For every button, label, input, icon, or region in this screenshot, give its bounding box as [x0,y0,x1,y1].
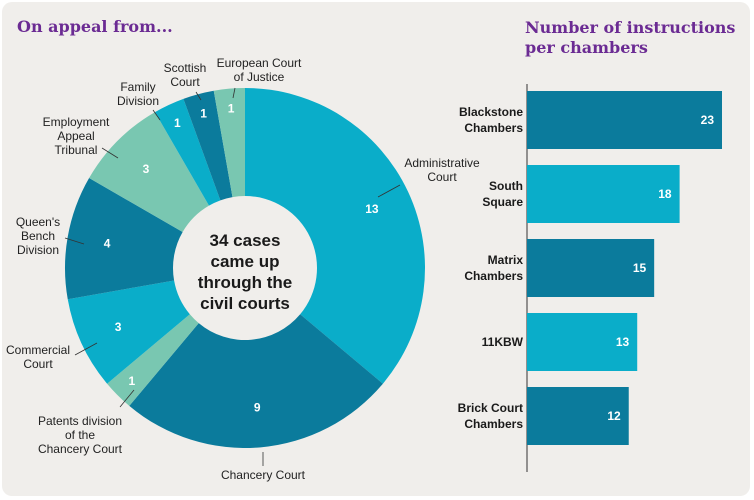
donut-title: On appeal from... [17,17,173,36]
leader-line-queen-s-bench-division [64,237,85,245]
slice-value-queen-s-bench-division: 4 [104,237,111,251]
bar-brick-court-chambers [527,387,629,445]
bar-matrix-chambers [527,239,655,297]
leader-line-administrative-court [377,184,401,198]
slice-european-court-of-justice [213,88,245,198]
slice-label-family-division: Family Division [117,80,159,108]
bar-label-11kbw: 11KBW [482,335,524,349]
bar-label-matrix-chambers: Matrix Chambers [464,253,523,283]
bar-south-square [527,165,680,223]
slice-chancery-court [129,314,383,448]
slice-family-division [155,98,221,206]
leader-line-patents-division-of-the-chancery-court [119,389,135,408]
slice-label-scottish-court: Scottish Court [164,61,207,89]
slice-value-chancery-court: 9 [254,400,261,414]
slice-queen-s-bench-division [64,178,183,300]
slice-employment-appeal-tribunal [89,112,209,232]
slice-patents-division-of-the-chancery-court [107,314,199,406]
bar-value-brick-court-chambers: 12 [607,409,621,423]
leader-line-european-court-of-justice [232,87,236,99]
slice-label-queen-s-bench-division: Queen's Bench Division [16,215,60,257]
bar-11kbw [527,313,638,371]
slice-label-chancery-court: Chancery Court [221,468,306,482]
bar-value-matrix-chambers: 15 [633,261,647,275]
leader-line-scottish-court [195,91,202,101]
slice-label-patents-division-of-the-chancery-court: Patents division of the Chancery Court [38,414,123,456]
bar-label-blackstone-chambers: Blackstone Chambers [459,105,523,135]
slice-value-european-court-of-justice: 1 [228,102,235,116]
leader-line-commercial-court [74,342,98,356]
slice-scottish-court [183,90,233,201]
slice-value-commercial-court: 3 [115,320,122,334]
bar-blackstone-chambers [527,91,722,149]
slice-label-commercial-court: Commercial Court [6,343,70,371]
donut-center-text: 34 cases came up through the civil courts [198,231,292,313]
slice-commercial-court [67,280,190,384]
bar-label-brick-court-chambers: Brick Court Chambers [458,401,524,431]
bar-chart-title: Number of instructions per chambers [525,18,736,57]
slice-administrative-court [245,88,426,384]
slice-value-administrative-court: 13 [365,202,379,216]
bar-value-south-square: 18 [658,187,672,201]
slice-value-employment-appeal-tribunal: 3 [143,162,150,176]
slice-value-scottish-court: 1 [200,106,207,120]
slice-label-employment-appeal-tribunal: Employment Appeal Tribunal [43,115,110,157]
slice-label-european-court-of-justice: European Court of Justice [217,56,302,84]
slice-value-patents-division-of-the-chancery-court: 1 [129,374,136,388]
leader-line-employment-appeal-tribunal [101,147,119,159]
leader-line-family-division [152,109,161,121]
slice-label-administrative-court: Administrative Court [404,156,480,184]
bar-value-11kbw: 13 [616,335,630,349]
slice-value-family-division: 1 [174,116,181,130]
bar-value-blackstone-chambers: 23 [701,113,715,127]
bar-label-south-square: South Square [482,179,523,209]
